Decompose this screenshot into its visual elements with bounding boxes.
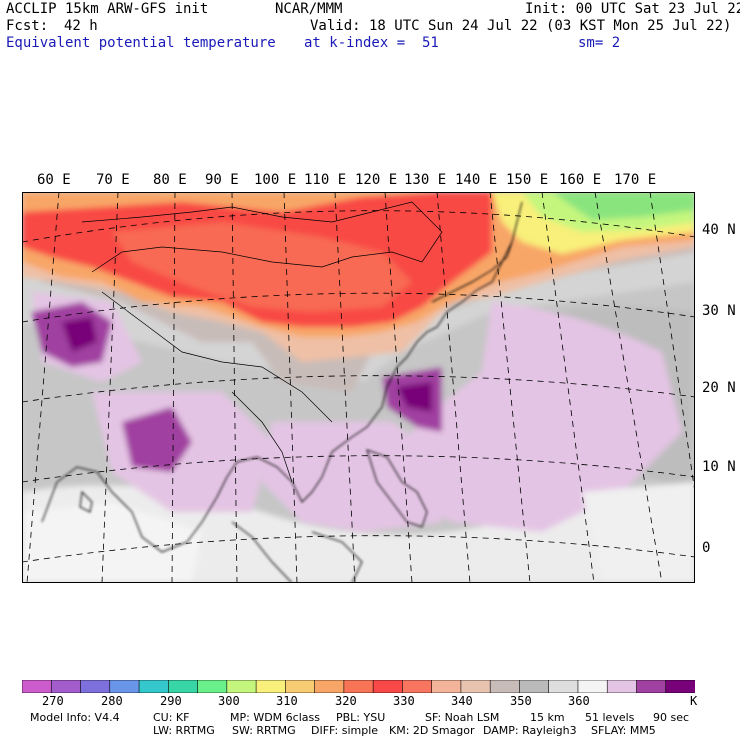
colorbar-swatch bbox=[519, 680, 550, 693]
colorbar-swatch bbox=[255, 680, 287, 693]
lon-label: 130 E bbox=[404, 172, 447, 188]
colorbar-swatch bbox=[460, 680, 491, 693]
field-shading bbox=[22, 192, 695, 583]
colorbar-tick: 340 bbox=[451, 694, 473, 708]
lon-label: 90 E bbox=[205, 172, 239, 188]
colorbar-swatch bbox=[168, 680, 199, 693]
colorbar-swatch bbox=[109, 680, 140, 693]
lon-label: 80 E bbox=[153, 172, 187, 188]
fcst-label: Fcst: bbox=[6, 18, 49, 34]
damp-scheme: DAMP: Rayleigh3 bbox=[483, 724, 577, 737]
colorbar-swatch bbox=[314, 680, 345, 693]
colorbar-tick: 290 bbox=[160, 694, 182, 708]
map-frame bbox=[22, 192, 695, 583]
sf-scheme: SF: Noah LSM bbox=[425, 711, 500, 724]
colorbar-swatch bbox=[402, 680, 433, 693]
lat-label: 30 N bbox=[702, 303, 736, 319]
colorbar-unit: K bbox=[690, 694, 698, 708]
lat-label: 10 N bbox=[702, 459, 736, 475]
resolution: 15 km bbox=[530, 711, 565, 724]
colorbar-swatch bbox=[285, 680, 316, 693]
lat-label: 40 N bbox=[702, 222, 736, 238]
colorbar-tick: 360 bbox=[568, 694, 590, 708]
mp-scheme: MP: WDM 6class bbox=[230, 711, 320, 724]
lon-label: 140 E bbox=[455, 172, 498, 188]
colorbar-tick: 270 bbox=[42, 694, 64, 708]
vertical-levels: 51 levels bbox=[585, 711, 635, 724]
cu-scheme: CU: KF bbox=[153, 711, 190, 724]
colorbar-swatch bbox=[548, 680, 579, 693]
lat-label: 0 bbox=[702, 540, 711, 556]
colorbar-tick: 300 bbox=[218, 694, 240, 708]
level-label: at k-index = 51 bbox=[304, 35, 439, 51]
colorbar-swatch bbox=[138, 680, 170, 693]
colorbar-swatch bbox=[489, 680, 521, 693]
field-name: Equivalent potential temperature bbox=[6, 35, 276, 51]
org-label: NCAR/MMM bbox=[275, 1, 343, 17]
colorbar-tick: 280 bbox=[101, 694, 123, 708]
init-time: Init: 00 UTC Sat 23 Jul 22 bbox=[525, 1, 740, 17]
colorbar-swatch bbox=[80, 680, 111, 693]
graticule bbox=[22, 192, 695, 583]
lon-label: 60 E bbox=[37, 172, 71, 188]
sw-scheme: SW: RRTMG bbox=[232, 724, 296, 737]
colorbar-swatch bbox=[577, 680, 609, 693]
colorbar-tick: 350 bbox=[510, 694, 532, 708]
model-title: ACCLIP 15km ARW-GFS init bbox=[6, 1, 209, 17]
diff-scheme: DIFF: simple bbox=[311, 724, 379, 737]
lon-label: 170 E bbox=[614, 172, 657, 188]
model-info: Model Info: V4.4 bbox=[30, 711, 120, 724]
lon-label: 160 E bbox=[559, 172, 602, 188]
colorbar-swatch bbox=[665, 680, 695, 693]
colorbar-swatch bbox=[636, 680, 667, 693]
lon-label: 150 E bbox=[506, 172, 549, 188]
sflay-scheme: SFLAY: MM5 bbox=[591, 724, 656, 737]
coastlines bbox=[41, 201, 523, 583]
lon-label: 120 E bbox=[355, 172, 398, 188]
colorbar-swatch bbox=[50, 680, 82, 693]
lon-label: 110 E bbox=[304, 172, 347, 188]
colorbar-tick: 330 bbox=[393, 694, 415, 708]
lw-scheme: LW: RRTMG bbox=[153, 724, 215, 737]
lon-label: 100 E bbox=[254, 172, 297, 188]
colorbar-tick: 320 bbox=[335, 694, 357, 708]
lon-label: 70 E bbox=[96, 172, 130, 188]
colorbar-swatch bbox=[226, 680, 257, 693]
colorbar-swatch bbox=[431, 680, 462, 693]
colorbar-swatch bbox=[372, 680, 404, 693]
fcst-value: 42 h bbox=[64, 18, 98, 34]
colorbar-swatch bbox=[197, 680, 228, 693]
smoothing-label: sm= 2 bbox=[578, 35, 621, 51]
km-scheme: KM: 2D Smagor bbox=[389, 724, 475, 737]
colorbar-swatch bbox=[22, 680, 53, 693]
valid-time: Valid: 18 UTC Sun 24 Jul 22 (03 KST Mon … bbox=[310, 18, 732, 34]
colorbar-tick: 310 bbox=[276, 694, 298, 708]
pbl-scheme: PBL: YSU bbox=[336, 711, 386, 724]
colorbar-swatch bbox=[343, 680, 374, 693]
timestep: 90 sec bbox=[653, 711, 690, 724]
borders bbox=[81, 201, 443, 483]
lat-label: 20 N bbox=[702, 380, 736, 396]
colorbar bbox=[22, 680, 695, 693]
colorbar-swatch bbox=[606, 680, 638, 693]
theta-e-map bbox=[22, 192, 695, 583]
